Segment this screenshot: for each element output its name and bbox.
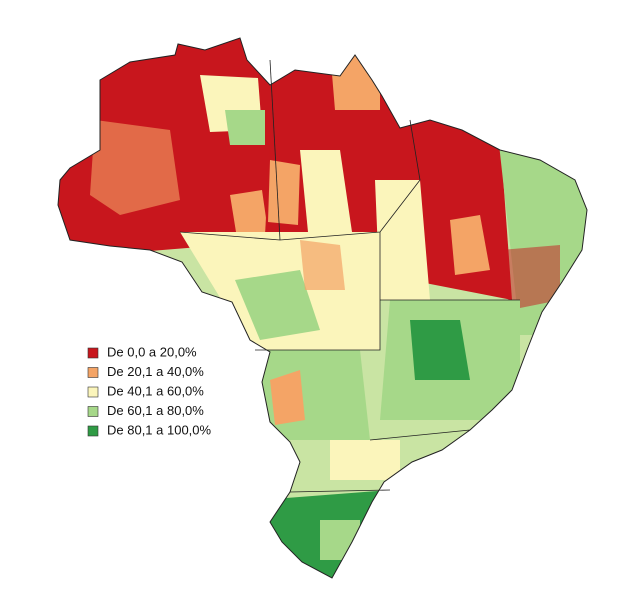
- legend-swatch: [87, 425, 99, 437]
- legend-swatch: [87, 386, 99, 398]
- legend-swatch: [87, 367, 99, 378]
- legend-label: De 40,1 a 60,0%: [107, 383, 204, 398]
- legend-label: De 60,1 a 80,0%: [107, 403, 204, 418]
- state-borders: [179, 59, 520, 493]
- legend-label: De 0,0 a 20,0%: [107, 344, 197, 359]
- legend-swatch: [87, 406, 99, 417]
- legend-label: De 20,1 a 40,0%: [107, 364, 204, 379]
- legend-label: De 80,1 a 100,0%: [107, 422, 212, 437]
- legend: De 0,0 a 20,0% De 20,1 a 40,0% De 40,1 a 6…: [87, 344, 212, 437]
- legend-swatch: [87, 347, 99, 359]
